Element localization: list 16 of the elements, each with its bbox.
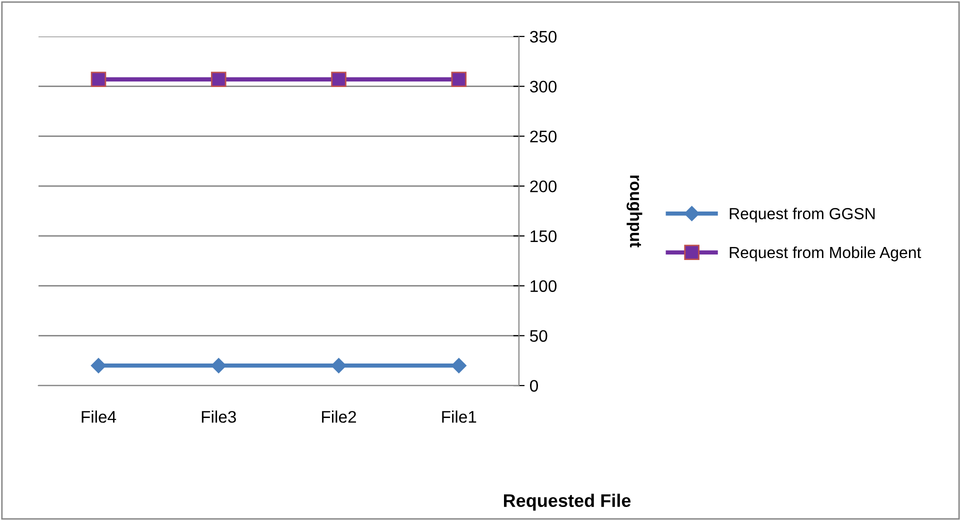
- y-tick-label: 350: [530, 30, 557, 43]
- y-axis-title: roughput: [626, 176, 642, 248]
- x-tick-label: File4: [82, 410, 116, 423]
- y-tick-label: 250: [530, 130, 557, 142]
- x-tick-label: File3: [202, 410, 236, 423]
- legend-label: Request from Mobile Agent: [730, 246, 922, 262]
- x-tick-label: File1: [442, 410, 476, 423]
- y-tick-label: 100: [530, 280, 557, 292]
- y-tick-label: 200: [530, 180, 557, 192]
- y-tick-label: 50: [530, 330, 548, 342]
- x-axis-title: Requested File: [504, 494, 631, 511]
- x-tick-label: File2: [322, 410, 356, 423]
- y-tick-label: 0: [530, 380, 538, 392]
- y-tick-label: 150: [530, 230, 557, 242]
- y-tick-label: 300: [530, 80, 557, 93]
- legend-label: Request from GGSN: [730, 208, 875, 222]
